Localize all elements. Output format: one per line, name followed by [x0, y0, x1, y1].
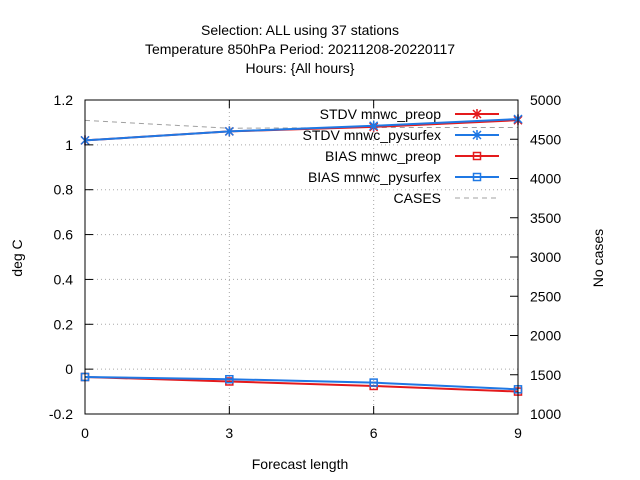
legend-marker-bias-mnwc-preop-shape	[472, 151, 482, 161]
x-axis-label: Forecast length	[252, 456, 349, 472]
y2-tick-label: 3000	[530, 249, 561, 265]
y-tick-label: 0.6	[54, 227, 74, 243]
grid	[85, 100, 518, 414]
y2-tick-label: 4000	[530, 171, 561, 187]
series-line-bias-mnwc-preop	[84, 375, 519, 393]
data-point-stdv-mnwc-pysurfex	[369, 120, 379, 131]
data-point-bias-mnwc-pysurfex	[369, 378, 378, 387]
legend-marker-bias-mnwc-pysurfex	[472, 172, 482, 182]
legend-label-stdv-mnwc-pysurfex: STDV mnwc_pysurfex	[303, 127, 441, 143]
y2-axis-label: No cases	[590, 229, 606, 287]
legend-marker-stdv-mnwc-preop	[472, 109, 482, 119]
chart-title: Selection: ALL using 37 stations Tempera…	[145, 22, 455, 76]
series-line-stdv-mnwc-pysurfex	[84, 118, 519, 142]
x-tick-label: 6	[370, 425, 378, 441]
legend-label-bias-mnwc-preop: BIAS mnwc_preop	[325, 148, 441, 164]
y-tick-label: 1.2	[54, 92, 74, 108]
y2-tick-label: 1500	[530, 367, 561, 383]
y-tick-label: 1	[65, 137, 73, 153]
y-axis-ticks: -0.2 0 0.2 0.4 0.6 0.8 1 1.2	[49, 92, 93, 422]
data-point-bias-mnwc-pysurfex-shape	[225, 374, 234, 384]
y2-tick-label: 1000	[530, 406, 561, 422]
title-line-1: Selection: ALL using 37 stations	[201, 22, 399, 38]
y2-tick-label: 3500	[530, 210, 561, 226]
legend-marker-stdv-mnwc-preop-shape	[472, 109, 482, 119]
y2-tick-label: 2500	[530, 288, 561, 304]
legend-label-bias-mnwc-pysurfex: BIAS mnwc_pysurfex	[308, 169, 441, 185]
y-tick-label: -0.2	[49, 406, 73, 422]
legend-label-cases: CASES	[394, 190, 441, 206]
y2-tick-label: 4500	[530, 131, 561, 147]
y2-tick-label: 5000	[530, 92, 561, 108]
y-tick-label: 0.4	[54, 271, 74, 287]
legend: STDV mnwc_preop STDV mnwc_pysurfex BIAS mn…	[303, 106, 499, 206]
legend-marker-bias-mnwc-pysurfex-shape	[472, 172, 482, 182]
y2-tick-label: 2000	[530, 328, 561, 344]
legend-label-stdv-mnwc-preop: STDV mnwc_preop	[320, 106, 442, 122]
series-line-bias-mnwc-pysurfex	[84, 375, 519, 391]
series-line-stdv-mnwc-preop	[84, 119, 519, 142]
legend-marker-bias-mnwc-preop	[472, 151, 482, 161]
data-point-stdv-mnwc-pysurfex-shape	[224, 126, 234, 137]
title-line-2: Temperature 850hPa Period: 20211208-2022…	[145, 41, 455, 57]
x-tick-label: 3	[225, 425, 233, 441]
data-point-bias-mnwc-pysurfex	[225, 374, 234, 384]
data-point-bias-mnwc-pysurfex-shape	[369, 378, 378, 387]
y-tick-label: 0	[65, 361, 73, 377]
data-point-stdv-mnwc-pysurfex	[224, 126, 234, 137]
plot-frame	[84, 99, 519, 415]
x-tick-label: 0	[81, 425, 89, 441]
x-tick-label: 9	[514, 425, 522, 441]
title-line-3: Hours: {All hours}	[246, 60, 355, 76]
y2-axis-ticks: 1000 1500 2000 2500 3000 3500 4000 4500 5000	[510, 92, 561, 422]
legend-marker-stdv-mnwc-pysurfex	[472, 130, 482, 140]
legend-marker-stdv-mnwc-pysurfex-shape	[472, 130, 482, 140]
y-axis-label: deg C	[9, 239, 25, 276]
x-axis-ticks: 0 3 6 9	[81, 100, 522, 441]
data-point-stdv-mnwc-pysurfex-shape	[369, 120, 379, 131]
y-tick-label: 0.2	[54, 316, 74, 332]
y-tick-label: 0.8	[54, 182, 74, 198]
